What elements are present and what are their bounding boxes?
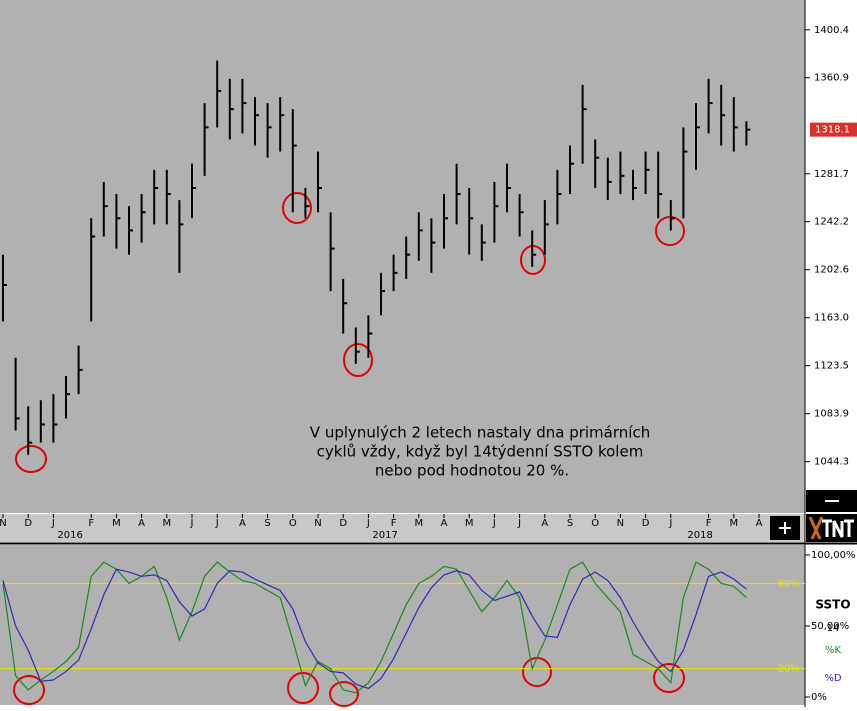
- logo-text: [822, 519, 854, 538]
- x-tick-label: F: [88, 518, 94, 529]
- annotation: V uplynulých 2 letech nastaly dna primár…: [310, 424, 650, 442]
- x-tick-label: N: [617, 518, 624, 529]
- x-tick-label: A: [541, 518, 548, 529]
- x-tick-label: J: [215, 518, 219, 529]
- y-tick-label: 1281.7: [814, 169, 849, 180]
- y-tick-label: 1360.9: [814, 73, 849, 84]
- y-tick-label: 1242.2: [814, 217, 849, 228]
- y-tick-label: 0%: [811, 692, 827, 703]
- x-tick-label: N: [0, 518, 7, 529]
- x-tick-label: A: [239, 518, 246, 529]
- year-label: 2018: [687, 530, 712, 541]
- x-tick-label: J: [51, 518, 55, 529]
- plus-icon: [784, 522, 786, 534]
- x-tick-label: M: [465, 518, 474, 529]
- legend-entry: %D: [824, 673, 842, 684]
- level-label: 80%: [778, 578, 800, 589]
- logo-mark: [808, 516, 824, 540]
- y-tick-label: 1163.0: [814, 313, 849, 324]
- time-axis: [0, 514, 805, 542]
- indicator-title: SSTO: [815, 598, 850, 612]
- y-tick-label: 1083.9: [814, 409, 849, 420]
- x-tick-label: M: [414, 518, 423, 529]
- x-tick-label: N: [314, 518, 321, 529]
- last-price-box: [810, 122, 857, 137]
- y-tick-label: 50,00%: [811, 621, 849, 632]
- x-tick-label: F: [391, 518, 397, 529]
- y-tick-label: 1202.6: [814, 265, 849, 276]
- annotation: cyklů vždy, když byl 14týdenní SSTO kole…: [317, 443, 644, 461]
- indicator-period: 14: [827, 623, 840, 634]
- oscillator-panel: [0, 545, 805, 705]
- x-tick-label: F: [706, 518, 712, 529]
- x-tick-label: D: [642, 518, 650, 529]
- annotation: nebo pod hodnotou 20 %.: [375, 462, 569, 480]
- x-tick-label: O: [591, 518, 599, 529]
- x-tick-label: S: [264, 518, 270, 529]
- x-tick-label: D: [24, 518, 32, 529]
- y-tick-label: 1123.5: [814, 361, 849, 372]
- price-panel: [0, 0, 805, 513]
- x-tick-label: J: [492, 518, 496, 529]
- x-tick-label: J: [190, 518, 194, 529]
- year-label: 2017: [372, 530, 397, 541]
- legend-entry: %K: [825, 645, 842, 656]
- x-tick-label: A: [138, 518, 145, 529]
- year-label: 2016: [57, 530, 82, 541]
- x-tick-label: J: [366, 518, 370, 529]
- x-tick-label: A: [441, 518, 448, 529]
- x-tick-label: M: [112, 518, 121, 529]
- y-tick-label: 1400.4: [814, 25, 849, 36]
- indicator-line: [2, 568, 747, 690]
- last-price-label: 1318.1: [815, 125, 850, 136]
- indicator-line: [2, 561, 747, 694]
- y-tick-label: 100,00%: [811, 550, 856, 561]
- x-tick-label: O: [289, 518, 297, 529]
- x-tick-label: J: [668, 518, 672, 529]
- y-tick-label: 1044.3: [814, 457, 849, 468]
- x-tick-label: A: [756, 518, 763, 529]
- x-tick-label: J: [517, 518, 521, 529]
- x-tick-label: M: [729, 518, 738, 529]
- x-tick-label: D: [339, 518, 347, 529]
- minus-icon: [825, 500, 839, 502]
- x-tick-label: S: [567, 518, 573, 529]
- x-tick-label: M: [162, 518, 171, 529]
- level-label: 20%: [778, 664, 800, 675]
